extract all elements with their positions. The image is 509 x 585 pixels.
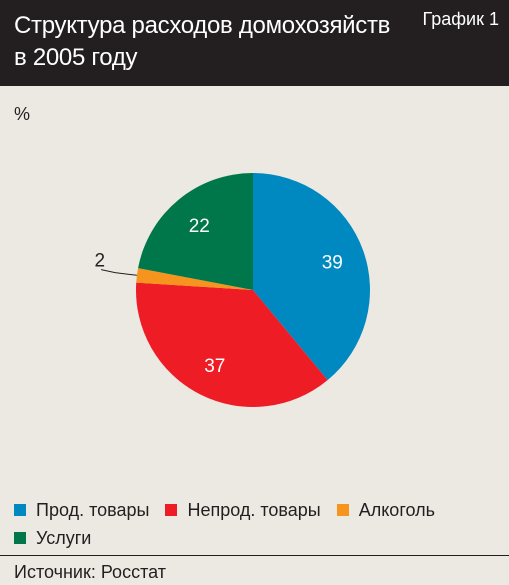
chart-legend: Прод. товары Непрод. товары Алкоголь Усл… xyxy=(14,496,504,552)
legend-swatch-services xyxy=(14,532,26,544)
legend-row: Прод. товары Непрод. товары Алкоголь xyxy=(14,496,504,524)
legend-item-food: Прод. товары xyxy=(14,499,149,521)
pie-slice-nonfood xyxy=(135,282,328,408)
legend-label-alcohol: Алкоголь xyxy=(358,500,435,520)
pie-label-alcohol: 2 xyxy=(95,251,106,272)
pie-label-nonfood: 37 xyxy=(204,356,225,377)
chart-header: Структура расходов домохозяйств в 2005 г… xyxy=(0,0,509,86)
legend-item-services: Услуги xyxy=(14,527,91,549)
legend-label-services: Услуги xyxy=(36,528,92,548)
source-note: Источник: Росстат xyxy=(14,562,166,582)
source-divider xyxy=(0,555,509,556)
chart-number: График 1 xyxy=(422,9,499,29)
pie-label-food: 39 xyxy=(322,253,343,274)
legend-row: Услуги xyxy=(14,524,504,552)
legend-swatch-alcohol xyxy=(336,504,349,516)
pie-leader-line-alcohol xyxy=(100,269,137,276)
legend-swatch-nonfood xyxy=(165,504,178,516)
legend-item-nonfood: Непрод. товары xyxy=(165,499,321,521)
legend-label-food: Прод. товары xyxy=(36,500,150,520)
pie-label-services: 22 xyxy=(189,216,210,237)
legend-item-alcohol: Алкоголь xyxy=(336,499,435,521)
unit-label: % xyxy=(14,104,31,124)
chart-title: Структура расходов домохозяйств в 2005 г… xyxy=(14,12,391,71)
pie-slice-alcohol xyxy=(136,268,253,290)
pie-slice-services xyxy=(138,173,253,290)
legend-label-nonfood: Непрод. товары xyxy=(187,500,321,520)
pie-slice-food xyxy=(253,173,371,381)
legend-swatch-food xyxy=(14,504,26,516)
